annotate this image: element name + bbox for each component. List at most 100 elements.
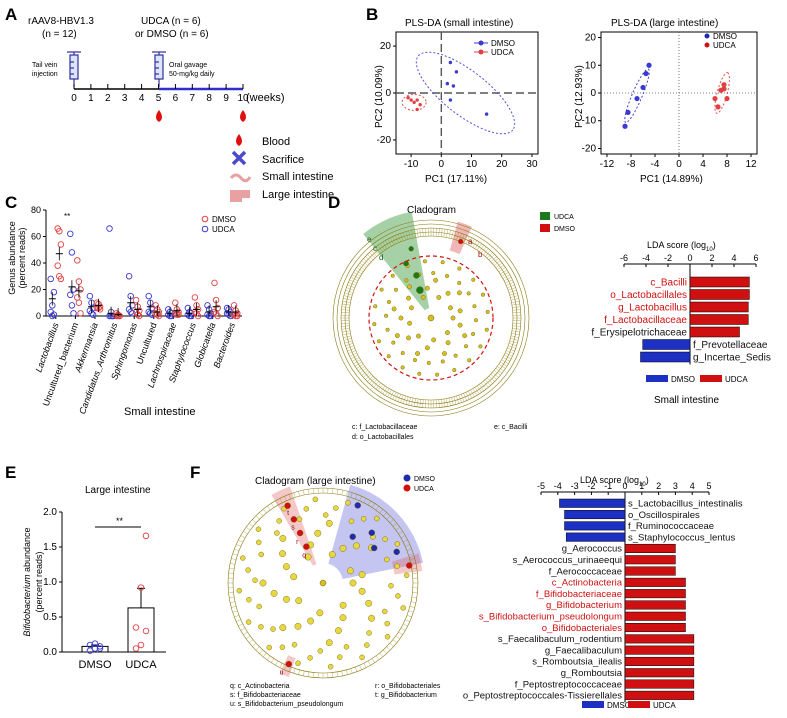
cladogram-branch [229, 596, 235, 599]
cladogram-branch [356, 267, 364, 273]
cladogram-branch [349, 279, 357, 284]
lda-legend-dmso: DMSO [671, 375, 695, 384]
cladogram-branch [443, 229, 446, 238]
legend-udca: UDCA [554, 214, 574, 221]
lda-bar [689, 314, 749, 325]
cladogram-branch [298, 491, 300, 497]
cladogram-node [339, 614, 347, 622]
lda-bar-label: o_Peptostreptococcales-Tissierellales [463, 691, 622, 702]
cladogram-branch [259, 512, 263, 517]
cladogram-branch [343, 298, 352, 301]
cladogram-branch [451, 230, 454, 239]
lda-legend-dmso-swatch [646, 375, 668, 382]
cladogram-branch [342, 303, 351, 306]
cladogram-branch [371, 379, 377, 386]
abundance-point [142, 627, 150, 635]
cladogram-node [335, 627, 342, 634]
cladogram-node [390, 273, 395, 278]
cladogram-node [349, 533, 356, 540]
cladogram-node [323, 512, 329, 518]
cladogram-branch [474, 387, 480, 395]
plsda-small-xlabel: PC1 (17.11%) [425, 174, 487, 185]
lda-bar-label: o_Lactobacillales [610, 290, 687, 301]
abundance-point-udca [106, 225, 113, 232]
cladogram-node [349, 579, 357, 587]
cladogram-branch [363, 258, 370, 264]
f-footnote-u: u: s_Bifidobacterium_pseudolongum [230, 701, 343, 708]
cladogram-branch [354, 269, 362, 275]
cladogram-branch [487, 377, 493, 384]
syringe-icon [67, 51, 81, 87]
timeline-tick-label: 3 [122, 93, 128, 104]
cladogram-node [424, 285, 430, 291]
y-tick-label: 0.0 [43, 647, 57, 658]
score-point-dmso [646, 62, 652, 68]
cladogram-branch [470, 389, 475, 397]
cladogram-node [294, 622, 302, 630]
cladogram-branch [403, 395, 406, 404]
cladogram-branch [231, 558, 237, 560]
clade-letter: r [296, 539, 299, 546]
lda-bar-label: s_Aerococcus_urinaeequi [513, 555, 622, 566]
cladogram-branch [406, 548, 412, 551]
timeline-ticks: 0 1 2 3 4 5 6 7 8 9 10 [71, 84, 249, 104]
cladogram-branch [249, 639, 254, 643]
cladogram-branch [400, 233, 404, 241]
lda-bar [565, 532, 626, 542]
cladogram-node [385, 327, 390, 332]
cladogram-branch [358, 366, 365, 372]
blood-drop-icon [236, 134, 242, 146]
cladogram-node [406, 335, 411, 341]
cladogram-branch [500, 361, 508, 367]
cladogram-branch [341, 306, 350, 308]
cladogram-branch [512, 306, 521, 308]
cladogram-branch [386, 515, 391, 520]
abundance-point-udca [68, 249, 76, 256]
cladogram-node [303, 506, 309, 512]
cladogram-branch [503, 355, 512, 360]
cladogram-branch [490, 374, 497, 380]
abundance-point-dmso [56, 227, 63, 235]
score-point-udca [712, 95, 718, 102]
clade-letter: c [373, 244, 377, 253]
cladogram-branch [443, 398, 446, 407]
cladogram-branch [510, 338, 519, 341]
cladogram-branch [487, 252, 493, 259]
cladogram-ring [336, 223, 526, 413]
legend-udca: UDCA [212, 225, 235, 234]
cladogram-node [472, 304, 477, 309]
abundance-point-dmso [172, 299, 179, 307]
cladogram-branch [382, 387, 388, 395]
cladogram-branch [355, 494, 358, 500]
cladogram-node [304, 553, 312, 561]
f-legend-dmso: DMSO [414, 476, 436, 483]
cladogram-branch [458, 395, 462, 403]
cladogram-branch [347, 348, 355, 352]
cladogram-branch [375, 246, 381, 254]
cladogram-node [328, 551, 336, 558]
cladogram-branch [312, 672, 314, 678]
cladogram-node [382, 608, 388, 615]
lda-bar-label: c_Actinobacteria [552, 578, 623, 589]
cladogram-node [245, 619, 252, 625]
cladogram-branch [465, 236, 470, 244]
x-tick-label: -2 [587, 481, 595, 491]
cladogram-node [457, 308, 463, 314]
panel-f-label: F [190, 463, 200, 482]
cladogram-branch [502, 274, 510, 279]
y-tick-label: 20 [31, 285, 41, 295]
cladogram-branch [397, 394, 401, 402]
cladogram-node [283, 563, 290, 571]
cladogram-node [442, 351, 447, 356]
cladogram-branch [350, 492, 353, 498]
plsda-large-ylabel: PC2 (12.93%) [574, 65, 585, 128]
cladogram-branch [392, 639, 397, 643]
cladogram-node [466, 291, 471, 296]
legend-dmso-marker [201, 215, 209, 223]
cladogram-branch [405, 231, 409, 240]
cladogram-branch [492, 258, 499, 264]
x-tick-label: 12 [745, 159, 757, 170]
cladogram-node [296, 516, 303, 522]
cladogram-node [471, 332, 476, 337]
